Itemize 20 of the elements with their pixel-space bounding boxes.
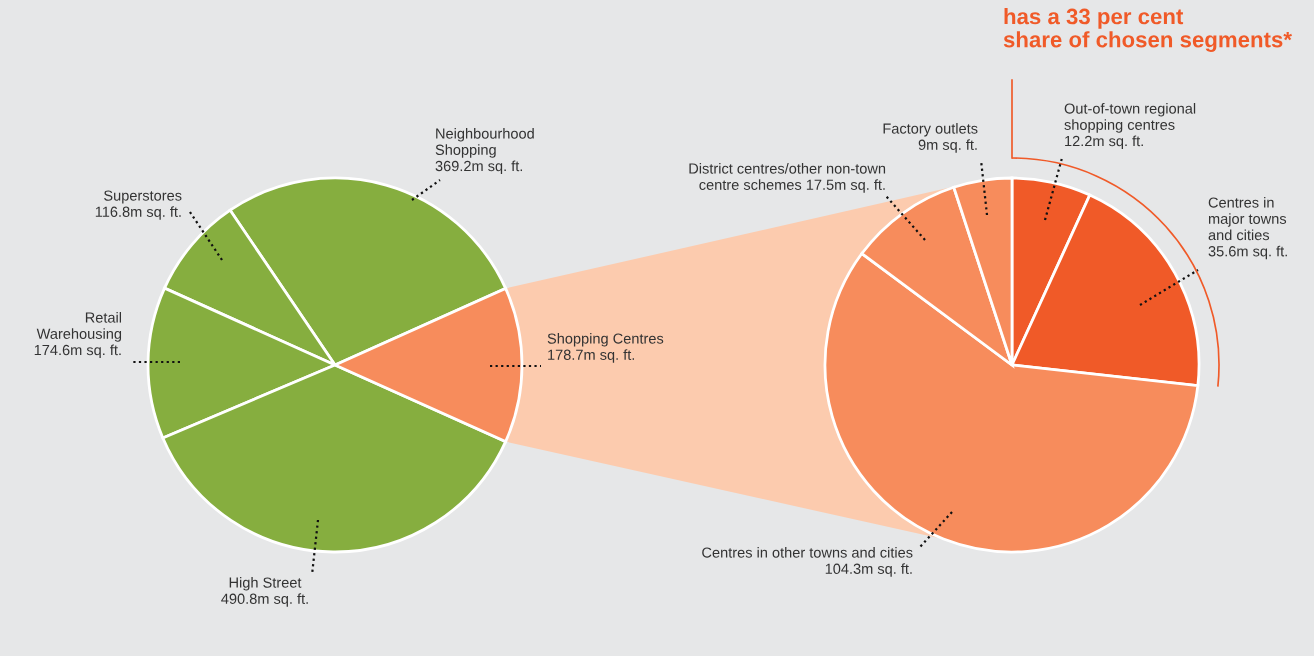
data-label: 116.8m sq. ft. xyxy=(95,206,181,220)
slice-label: Shopping Centres xyxy=(547,333,664,347)
data-label: 490.8m sq. ft. xyxy=(221,593,308,607)
data-label: 174.6m sq. ft. xyxy=(34,344,121,359)
data-label: 9m sq. ft. xyxy=(918,139,977,153)
slice-label: Centres in other towns and cities xyxy=(702,547,913,558)
slice-label: District centres/other non-town centre schemes 17.5m sq. ft. xyxy=(689,163,886,193)
chart-title: has a 33 per cent share of chosen segments* xyxy=(1003,8,1292,52)
slice-label: Factory outlets xyxy=(883,123,978,137)
slice-label: Centres in major towns and cities xyxy=(1208,197,1287,241)
data-label: 369.2m sq. ft. xyxy=(435,160,523,175)
data-label: 104.3m sq. ft. xyxy=(825,563,912,577)
data-label: 178.7m sq. ft. xyxy=(548,349,635,363)
slice-label: High Street xyxy=(229,577,302,591)
slice-label: Retail Warehousing xyxy=(36,312,122,342)
slice-label: Out-of-town regional shopping centres xyxy=(1064,103,1196,133)
data-label: 35.6m sq. ft. xyxy=(1208,245,1287,260)
slice-label: Neighbourhood Shopping xyxy=(435,128,534,158)
data-label: 12.2m sq. ft. xyxy=(1065,135,1143,150)
slice-label: Superstores xyxy=(104,190,182,204)
